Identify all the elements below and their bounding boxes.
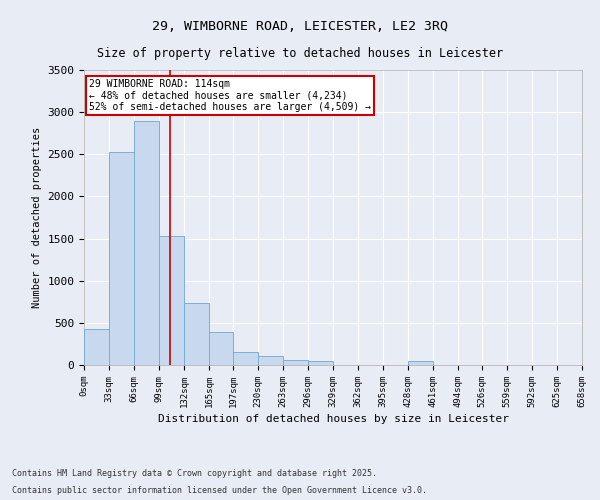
Bar — [134, 120, 159, 365]
X-axis label: Distribution of detached houses by size in Leicester: Distribution of detached houses by size … — [157, 414, 509, 424]
Bar — [109, 152, 134, 365]
Bar — [159, 236, 184, 365]
Text: Contains HM Land Registry data © Crown copyright and database right 2025.: Contains HM Land Registry data © Crown c… — [12, 468, 377, 477]
Bar — [233, 352, 258, 365]
Y-axis label: Number of detached properties: Number of detached properties — [32, 127, 42, 308]
Bar — [209, 332, 233, 365]
Bar — [84, 329, 109, 365]
Bar — [308, 361, 333, 365]
Text: Contains public sector information licensed under the Open Government Licence v3: Contains public sector information licen… — [12, 486, 427, 495]
Text: 29 WIMBORNE ROAD: 114sqm
← 48% of detached houses are smaller (4,234)
52% of sem: 29 WIMBORNE ROAD: 114sqm ← 48% of detach… — [89, 79, 371, 112]
Bar — [184, 302, 209, 365]
Bar — [283, 360, 308, 365]
Text: Size of property relative to detached houses in Leicester: Size of property relative to detached ho… — [97, 48, 503, 60]
Bar — [258, 356, 283, 365]
Text: 29, WIMBORNE ROAD, LEICESTER, LE2 3RQ: 29, WIMBORNE ROAD, LEICESTER, LE2 3RQ — [152, 20, 448, 33]
Bar — [408, 361, 433, 365]
